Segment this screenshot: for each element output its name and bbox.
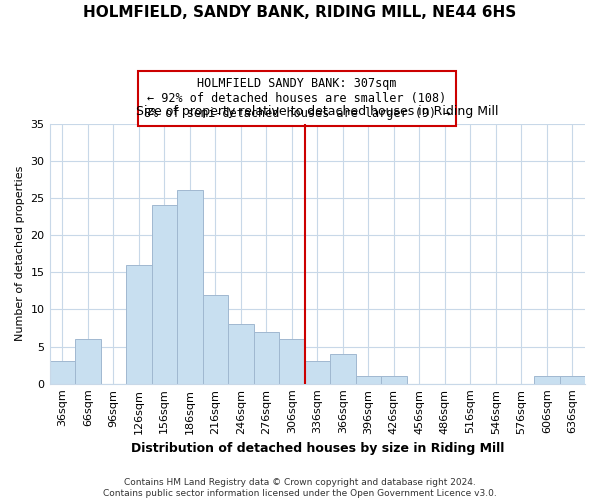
Bar [305, 362, 330, 384]
Text: Contains HM Land Registry data © Crown copyright and database right 2024.
Contai: Contains HM Land Registry data © Crown c… [103, 478, 497, 498]
Bar [177, 190, 203, 384]
Bar [152, 206, 177, 384]
Title: Size of property relative to detached houses in Riding Mill: Size of property relative to detached ho… [136, 105, 499, 118]
X-axis label: Distribution of detached houses by size in Riding Mill: Distribution of detached houses by size … [131, 442, 504, 455]
Bar [534, 376, 560, 384]
Bar [356, 376, 381, 384]
Bar [75, 339, 101, 384]
Y-axis label: Number of detached properties: Number of detached properties [15, 166, 25, 342]
Bar [560, 376, 585, 384]
Text: HOLMFIELD, SANDY BANK, RIDING MILL, NE44 6HS: HOLMFIELD, SANDY BANK, RIDING MILL, NE44… [83, 5, 517, 20]
Bar [203, 294, 228, 384]
Bar [50, 362, 75, 384]
Bar [279, 339, 305, 384]
Bar [330, 354, 356, 384]
Text: HOLMFIELD SANDY BANK: 307sqm
← 92% of detached houses are smaller (108)
8% of se: HOLMFIELD SANDY BANK: 307sqm ← 92% of de… [143, 77, 450, 120]
Bar [228, 324, 254, 384]
Bar [126, 265, 152, 384]
Bar [254, 332, 279, 384]
Bar [381, 376, 407, 384]
